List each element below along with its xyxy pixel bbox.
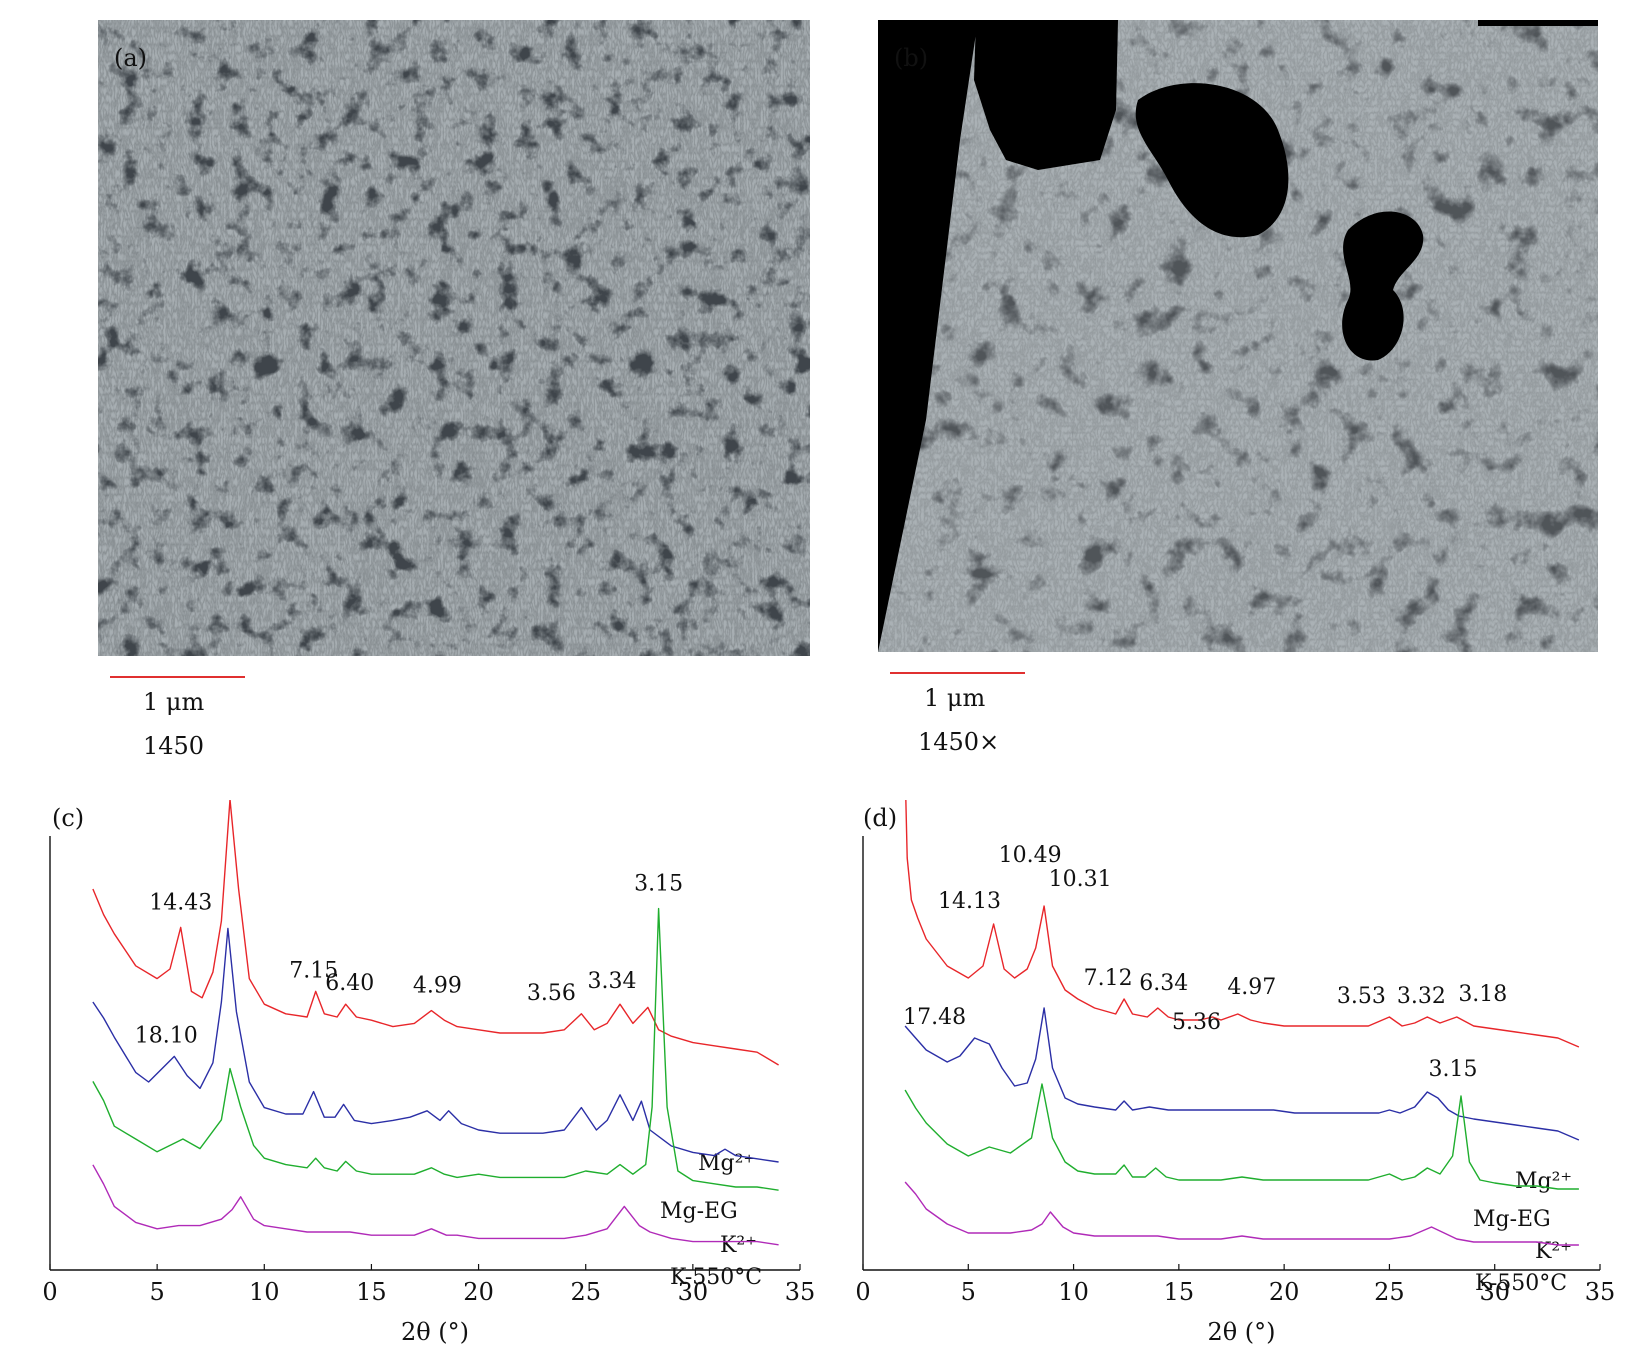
scale-bar-b [890,672,1025,674]
chart-panel-label: (c) [52,804,84,832]
x-tick-label: 15 [1164,1278,1195,1306]
series-label-Mg2+: Mg²⁺ [1515,1169,1572,1194]
magnification-b: 1450× [918,728,1000,756]
series-line-Mg2+ [905,800,1580,1048]
micrograph-b-image [878,20,1598,652]
x-axis-label: 2θ (°) [1207,1318,1275,1346]
series-line-K-550C [904,1181,1579,1246]
x-tick-label: 30 [678,1278,709,1306]
peak-label: 14.43 [149,890,212,915]
peak-label: 3.34 [588,969,637,994]
x-tick-label: 15 [356,1278,387,1306]
x-tick-label: 20 [1269,1278,1300,1306]
peak-label: 3.53 [1337,984,1386,1009]
x-tick-label: 25 [1374,1278,1405,1306]
series-line-K+ [92,907,779,1191]
x-tick-label: 35 [785,1278,816,1306]
peak-label: 4.99 [413,974,462,999]
peak-label: 7.15 [289,958,338,983]
peak-label: 5.36 [1172,1010,1221,1035]
series-line-Mg-EG [92,927,779,1163]
chart-panel-label: (d) [863,804,897,832]
series-label-K-550C: K-550°C [1475,1271,1567,1296]
micrograph-b [878,20,1598,652]
series-line-K-550C [92,1164,779,1246]
scale-bar-a [110,676,245,678]
x-tick-label: 20 [463,1278,494,1306]
peak-label: 4.97 [1227,975,1276,1000]
peak-label: 10.31 [1049,867,1112,892]
panel-label-b: (b) [894,44,929,72]
x-tick-label: 30 [1479,1278,1510,1306]
x-tick-label: 10 [1058,1278,1089,1306]
peak-label: 3.15 [634,872,683,897]
x-tick-label: 0 [855,1278,870,1306]
x-tick-label: 25 [570,1278,601,1306]
peak-label: 3.56 [527,981,576,1006]
peak-label: 6.34 [1139,971,1188,996]
x-tick-label: 5 [150,1278,165,1306]
peak-label: 18.10 [135,1023,198,1048]
x-tick-label: 35 [1585,1278,1616,1306]
x-axis-label: 2θ (°) [401,1318,469,1346]
panel-label-a: (a) [114,44,148,72]
peak-label: 3.15 [1429,1057,1478,1082]
peak-label: 14.13 [938,889,1001,914]
magnification-a: 1450 [143,732,205,760]
series-label-K-550C: K-550°C [670,1265,762,1290]
x-tick-label: 10 [249,1278,280,1306]
micrograph-a [98,20,810,656]
peak-label: 3.18 [1458,982,1507,1007]
scale-label-a: 1 μm [143,688,205,716]
series-line-Mg2+ [92,800,779,1066]
series-label-Mg-EG: Mg-EG [660,1199,738,1224]
series-label-Mg-EG: Mg-EG [1473,1207,1551,1232]
scale-label-b: 1 μm [924,684,986,712]
series-line-Mg-EG [904,1007,1580,1141]
x-tick-label: 5 [961,1278,976,1306]
micrograph-a-image [98,20,810,656]
peak-label: 6.40 [325,971,374,996]
peak-label: 10.49 [999,843,1062,868]
series-label-K+: K²⁺ [720,1233,757,1258]
x-tick-label: 0 [42,1278,57,1306]
peak-label: 3.32 [1397,984,1446,1009]
peak-label: 17.48 [903,1005,966,1030]
peak-label: 7.12 [1084,966,1133,991]
series-line-K+ [904,1083,1579,1190]
